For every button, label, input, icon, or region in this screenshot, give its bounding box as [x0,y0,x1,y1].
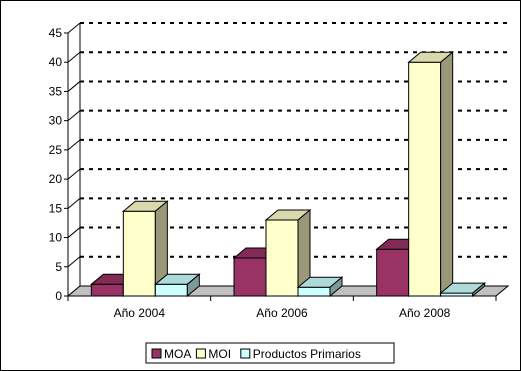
bar-front [376,248,410,297]
bar-side [472,282,486,298]
bar-front [265,219,299,297]
legend-label: MOA [164,347,191,361]
y-tick-label: 0 [55,289,62,303]
axis-labels: 0 5 10 15 20 25 30 35 40 45 Año 2004 Año 2006 Año 20… [49,26,451,320]
bar-side [186,273,200,298]
y-tick-label: 20 [49,172,63,186]
wall-gridline-6 [67,110,81,122]
wall-gridline-8 [67,51,81,63]
bar-front [122,210,156,297]
bar-front [408,61,442,297]
y-tick-label: 5 [55,260,62,274]
bar-front [233,257,267,297]
legend: MOA MOI Productos Primarios [145,342,395,364]
wall-gridline-3 [67,197,81,209]
legend-label: MOI [208,347,231,361]
legend-label: Productos Primarios [253,347,361,361]
x-category-label: Año 2008 [399,306,451,320]
y-tick-label: 30 [49,114,63,128]
y-tick-label: 40 [49,55,63,69]
bar-moi-1 [264,208,312,298]
x-category-label: Año 2006 [256,306,308,320]
bar-front [90,283,124,297]
bar-productos-primarios-2 [439,282,487,298]
bar-side [440,51,454,298]
legend-swatch-0 [151,348,162,359]
bar-productos-primarios-1 [296,276,344,298]
y-tick-label: 25 [49,143,63,157]
y-tick-label: 15 [49,201,63,215]
wall-gridline-5 [67,139,81,151]
wall-gridline-9 [67,22,81,34]
x-category-label: Año 2004 [114,306,166,320]
wall-gridline-7 [67,81,81,92]
bar-front [297,286,331,297]
legend-swatch-1 [195,348,206,359]
bar-productos-primarios-0 [153,273,201,298]
bars [89,51,487,298]
y-tick-label: 35 [49,84,63,98]
bar-side [329,276,343,298]
wall-gridline-1 [67,256,81,268]
wall-gridline-4 [67,168,81,180]
wall-gridline-2 [67,227,81,238]
y-tick-label: 45 [49,26,63,40]
y-tick-label: 10 [49,231,63,245]
legend-swatch-2 [240,348,251,359]
bar-front [154,283,188,297]
legend-box [145,342,395,364]
bar-moi-2 [407,51,455,298]
bar-moi-0 [121,200,169,298]
